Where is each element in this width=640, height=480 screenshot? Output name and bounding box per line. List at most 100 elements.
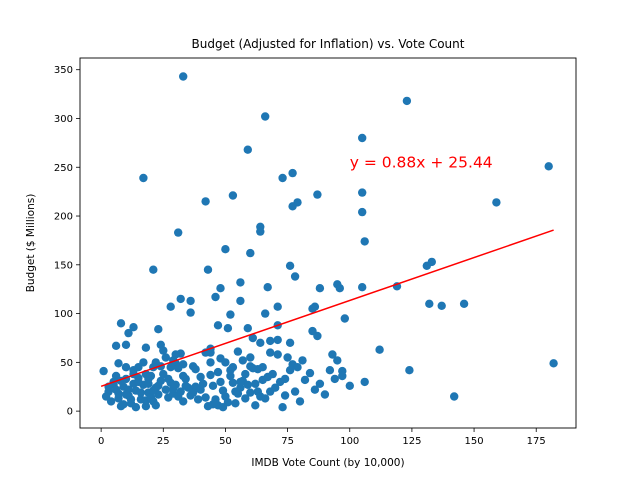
data-point — [111, 341, 121, 350]
data-point — [305, 368, 315, 378]
data-point — [285, 338, 295, 347]
data-point — [320, 390, 330, 399]
data-point — [241, 369, 250, 379]
data-point — [114, 359, 123, 368]
data-point — [243, 324, 252, 333]
data-point — [285, 366, 295, 375]
data-point — [236, 296, 245, 306]
data-point — [340, 314, 349, 323]
x-tick-label: 175 — [527, 436, 546, 447]
data-point — [124, 328, 133, 338]
data-point — [360, 377, 369, 387]
data-point — [325, 366, 335, 375]
data-point — [231, 399, 240, 408]
data-point — [186, 296, 195, 306]
data-point — [159, 346, 168, 355]
data-point — [169, 384, 178, 393]
data-point — [228, 378, 238, 387]
data-point — [111, 385, 121, 394]
data-point — [258, 363, 267, 372]
y-tick-label: 300 — [54, 114, 73, 125]
data-point — [216, 284, 225, 293]
data-point — [256, 338, 265, 347]
data-point — [121, 390, 131, 399]
y-tick-label: 200 — [54, 212, 73, 223]
data-point — [206, 358, 215, 367]
data-point — [248, 333, 257, 343]
data-point — [278, 403, 287, 412]
data-point — [310, 385, 320, 394]
data-point — [188, 388, 198, 397]
y-tick-label: 100 — [54, 309, 73, 320]
data-point — [333, 356, 342, 365]
y-axis: 0 50 100 150 200 250 300 350 — [54, 65, 80, 418]
regression-line — [100, 229, 554, 388]
data-point — [164, 374, 173, 384]
data-point — [201, 393, 210, 402]
data-point — [236, 278, 245, 287]
data-point — [119, 400, 128, 409]
x-tick-label: 50 — [219, 436, 232, 447]
data-point — [358, 207, 367, 217]
data-point — [290, 387, 300, 396]
data-point — [208, 381, 218, 390]
data-point — [238, 356, 247, 365]
data-point — [295, 397, 305, 406]
data-point — [300, 375, 310, 385]
data-point — [256, 227, 265, 236]
data-point — [288, 168, 297, 178]
data-point — [248, 364, 257, 373]
y-tick-label: 350 — [54, 65, 73, 76]
x-tick-label: 0 — [98, 436, 104, 447]
data-point — [174, 228, 183, 237]
data-point — [315, 379, 325, 388]
plot-frame — [79, 57, 577, 429]
data-point — [228, 191, 238, 200]
data-point — [313, 331, 322, 341]
data-point — [283, 353, 292, 362]
data-point — [427, 257, 436, 267]
data-point — [134, 377, 143, 387]
data-point — [298, 356, 307, 365]
data-point — [201, 197, 210, 206]
data-point — [233, 347, 243, 356]
data-point — [246, 353, 255, 362]
data-point — [328, 350, 337, 359]
data-point — [450, 392, 459, 401]
data-point — [166, 302, 175, 311]
data-point — [268, 369, 277, 379]
data-point — [261, 309, 270, 318]
x-axis-label: IMDB Vote Count (by 10,000) — [251, 457, 404, 469]
data-point — [246, 248, 255, 258]
data-point — [226, 310, 235, 319]
data-point — [290, 272, 300, 281]
data-point — [213, 367, 223, 377]
data-point — [203, 265, 213, 274]
data-point — [196, 372, 205, 382]
data-point — [154, 325, 163, 334]
data-point — [161, 353, 170, 362]
data-point — [166, 363, 175, 372]
scatter-points — [99, 72, 558, 412]
data-point — [425, 299, 434, 308]
data-point — [136, 388, 146, 397]
data-point — [116, 319, 126, 328]
data-point — [149, 265, 158, 274]
data-point — [315, 284, 325, 293]
data-point — [345, 381, 354, 390]
y-tick-label: 250 — [54, 163, 73, 174]
data-point — [213, 321, 223, 330]
x-tick-label: 150 — [465, 436, 484, 447]
data-point — [221, 245, 230, 254]
data-point — [179, 371, 188, 381]
data-point — [402, 96, 412, 106]
data-point — [288, 202, 297, 211]
data-point — [459, 299, 469, 308]
data-point — [492, 198, 501, 207]
data-point — [216, 377, 225, 387]
data-point — [176, 294, 185, 304]
regression-line-group — [100, 229, 554, 388]
y-tick-label: 150 — [54, 260, 73, 271]
